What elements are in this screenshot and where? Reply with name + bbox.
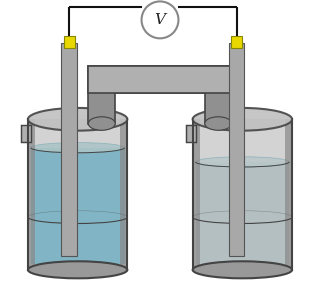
- Polygon shape: [196, 162, 289, 264]
- Ellipse shape: [28, 108, 127, 131]
- Polygon shape: [186, 125, 196, 142]
- Polygon shape: [285, 119, 292, 270]
- Ellipse shape: [28, 261, 127, 278]
- Ellipse shape: [193, 108, 292, 131]
- Polygon shape: [21, 125, 31, 142]
- Polygon shape: [28, 119, 35, 270]
- Ellipse shape: [205, 117, 232, 130]
- Ellipse shape: [193, 261, 292, 278]
- Polygon shape: [64, 36, 75, 48]
- Ellipse shape: [31, 143, 124, 153]
- Polygon shape: [88, 66, 232, 124]
- Text: V: V: [155, 13, 165, 27]
- Polygon shape: [120, 119, 127, 270]
- Polygon shape: [28, 119, 127, 270]
- Polygon shape: [31, 148, 124, 264]
- Circle shape: [141, 1, 179, 38]
- Polygon shape: [229, 43, 244, 256]
- Polygon shape: [193, 119, 200, 270]
- Ellipse shape: [196, 157, 289, 167]
- Ellipse shape: [88, 117, 115, 130]
- Polygon shape: [88, 66, 232, 93]
- Polygon shape: [231, 36, 242, 48]
- Polygon shape: [193, 119, 292, 270]
- Polygon shape: [61, 43, 77, 256]
